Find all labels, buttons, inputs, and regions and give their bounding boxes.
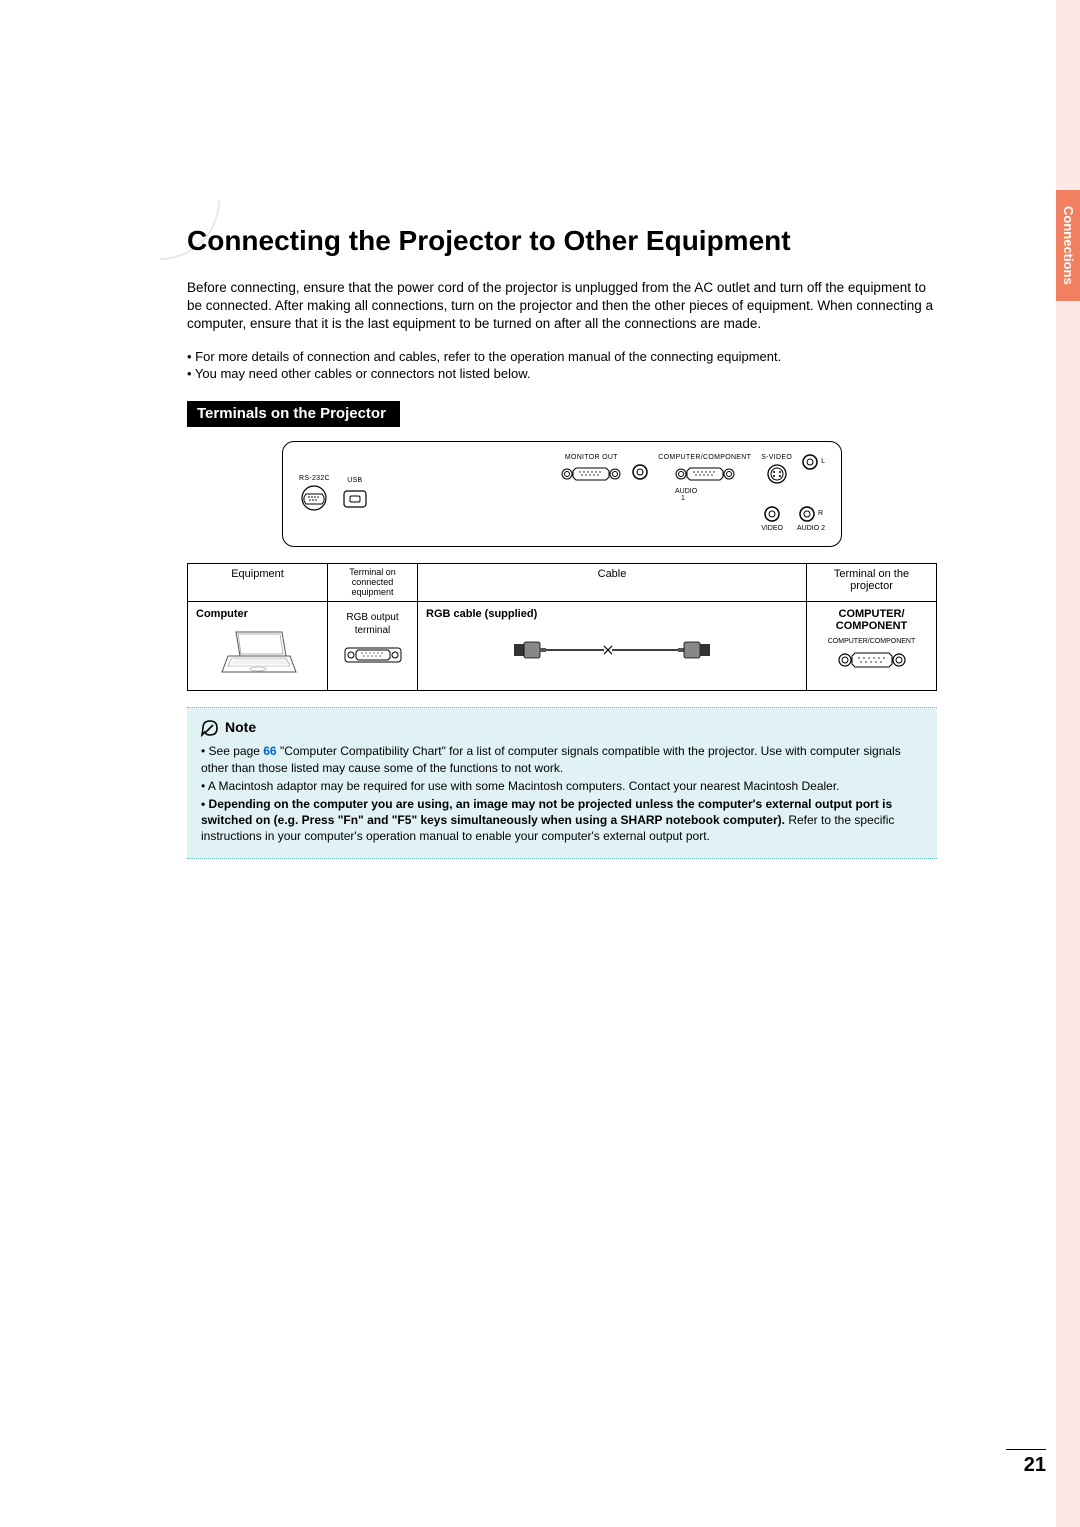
video-label: VIDEO <box>761 525 783 532</box>
side-tab: Connections <box>1056 0 1080 1527</box>
terminal-connected-text: RGB output terminal <box>336 612 409 637</box>
rca-jack-icon <box>802 454 818 470</box>
audio1-label: AUDIO 1 <box>675 488 691 502</box>
terminal-audio1 <box>632 454 648 480</box>
page-number: 21 <box>1006 1449 1046 1477</box>
page-content: Connecting the Projector to Other Equipm… <box>187 225 937 859</box>
terminal-label: RS-232C <box>299 475 330 482</box>
r-label: R <box>818 510 823 517</box>
rs232c-port-icon <box>299 485 329 511</box>
note-item-3: • Depending on the computer you are usin… <box>201 796 923 845</box>
terminal-label: S-VIDEO <box>761 454 792 461</box>
svideo-port-icon <box>767 464 787 484</box>
side-tab-label: Connections <box>1056 190 1080 301</box>
terminal-rs232c: RS-232C <box>299 475 330 511</box>
terminal-usb: USB <box>342 477 368 511</box>
cable-name: RGB cable (supplied) <box>426 608 798 620</box>
terminal-projector-sublabel: COMPUTER/COMPONENT <box>815 638 928 645</box>
usb-port-icon <box>342 487 368 511</box>
bullet-1: • For more details of connection and cab… <box>187 348 937 366</box>
terminal-svideo: S-VIDEO <box>761 454 792 484</box>
terminal-projector-text: COMPUTER/ COMPONENT <box>815 608 928 632</box>
note-item-1: • See page 66 "Computer Compatibility Ch… <box>201 743 923 775</box>
vga-port-icon <box>560 464 622 484</box>
rca-jack-icon <box>799 506 815 522</box>
note-box: Note • See page 66 "Computer Compatibili… <box>187 707 937 859</box>
note-item-2: • A Macintosh adaptor may be required fo… <box>201 778 923 794</box>
th-cable: Cable <box>418 563 807 602</box>
audio-jack-icon <box>632 464 648 480</box>
th-terminal-connected: Terminal on connected equipment <box>328 563 418 602</box>
terminal-label: MONITOR OUT <box>565 454 618 461</box>
bullet-2: • You may need other cables or connector… <box>187 365 937 383</box>
terminal-video: VIDEO <box>761 506 783 532</box>
note-heading-text: Note <box>225 718 256 737</box>
intro-paragraph: Before connecting, ensure that the power… <box>187 279 937 334</box>
intro-bullets: • For more details of connection and cab… <box>187 348 937 383</box>
note-heading: Note <box>201 718 923 737</box>
connection-table: Equipment Terminal on connected equipmen… <box>187 563 937 692</box>
vga-port-icon <box>344 645 402 665</box>
terminal-computer-component: COMPUTER/COMPONENT <box>658 454 751 484</box>
terminal-label: USB <box>347 477 362 484</box>
rca-jack-icon <box>764 506 780 522</box>
page-title: Connecting the Projector to Other Equipm… <box>187 225 937 257</box>
terminals-diagram: RS-232C USB <box>282 441 842 547</box>
page-reference-link[interactable]: 66 <box>263 744 276 758</box>
terminal-audio2: R AUDIO 2 <box>797 506 825 532</box>
vga-port-icon <box>674 464 736 484</box>
page-number-text: 21 <box>1006 1454 1046 1477</box>
table-row: Computer <box>188 602 937 691</box>
section-heading: Terminals on the Projector <box>187 401 400 427</box>
note-icon <box>201 719 219 737</box>
rgb-cable-icon <box>512 636 712 664</box>
th-equipment: Equipment <box>188 563 328 602</box>
laptop-icon <box>218 626 298 680</box>
vga-port-icon <box>837 649 907 671</box>
th-terminal-projector: Terminal on the projector <box>807 563 937 602</box>
l-label: L <box>821 458 825 465</box>
audio2-label: AUDIO 2 <box>797 525 825 532</box>
equipment-name: Computer <box>196 608 319 620</box>
terminal-monitor-out: MONITOR OUT <box>560 454 622 484</box>
terminal-label: COMPUTER/COMPONENT <box>658 454 751 461</box>
